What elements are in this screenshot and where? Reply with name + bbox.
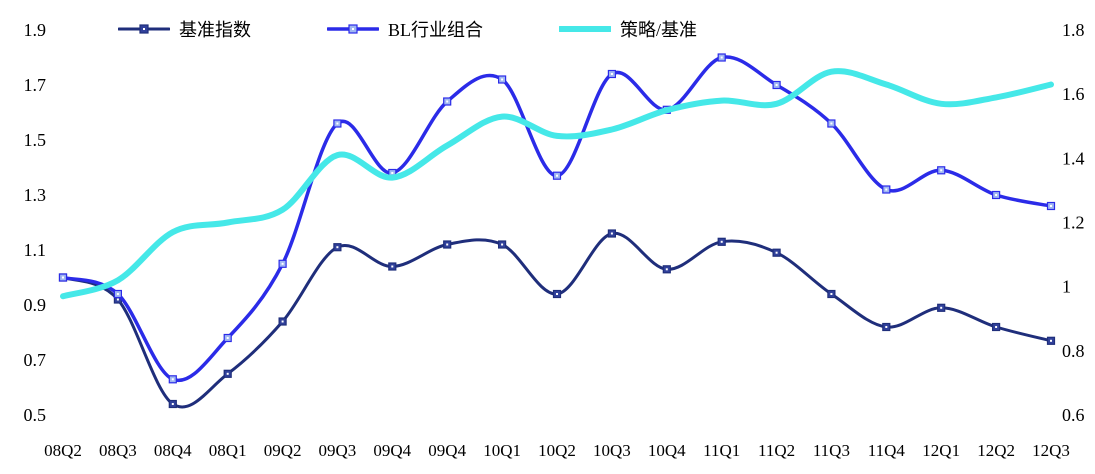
- series-line-0: [61, 231, 1053, 409]
- legend-line-sample-icon: [559, 26, 612, 32]
- legend-item-1: BL行业组合: [327, 16, 483, 42]
- series-marker-dot-0: [171, 403, 174, 405]
- series-marker-dot-0: [995, 326, 998, 328]
- series-marker-dot-1: [281, 262, 284, 265]
- right-axis-tick-label: 1.4: [1062, 148, 1085, 168]
- right-axis-tick-label: 0.8: [1062, 341, 1085, 361]
- series-marker-dot-1: [940, 169, 943, 172]
- series-marker-dot-0: [226, 372, 229, 375]
- legend-label: BL行业组合: [388, 20, 484, 40]
- x-axis-tick-label: 10Q4: [648, 441, 686, 460]
- series-marker-dot-0: [446, 243, 449, 246]
- series-marker-dot-1: [62, 276, 64, 279]
- x-axis-tick-label: 09Q3: [319, 441, 357, 460]
- left-axis-tick-label: 1.5: [24, 130, 47, 150]
- x-axis-tick-label: 12Q1: [922, 441, 960, 460]
- series-marker-dot-1: [171, 378, 174, 381]
- x-axis-tick-label: 11Q3: [813, 441, 850, 460]
- series-marker-dot-1: [1050, 205, 1052, 207]
- x-axis-tick-label: 10Q1: [483, 441, 521, 460]
- x-axis-tick-label: 08Q2: [44, 441, 82, 460]
- left-axis-tick-label: 1.9: [24, 20, 47, 40]
- series-marker-dot-1: [610, 73, 613, 75]
- series-marker-dot-1: [720, 56, 723, 59]
- series-marker-dot-1: [775, 84, 778, 86]
- left-axis-tick-label: 1.3: [24, 185, 47, 205]
- series-marker-dot-1: [336, 122, 339, 125]
- series-line-1: [61, 55, 1053, 383]
- legend-line-sample-icon: [118, 24, 170, 34]
- right-axis-tick-label: 1.6: [1062, 84, 1085, 104]
- x-axis-tick-label: 08Q1: [209, 441, 247, 460]
- chart-legend: 基准指数 BL行业组合 策略/基准: [118, 16, 697, 42]
- left-axis-tick-label: 0.7: [24, 350, 47, 370]
- series-marker-dot-1: [116, 293, 119, 295]
- series-marker-dot-1: [995, 194, 998, 196]
- series-marker-dot-0: [665, 268, 668, 271]
- right-axis-tick-label: 1.8: [1062, 20, 1085, 40]
- left-axis-tick-label: 0.9: [24, 295, 47, 315]
- right-axis-tick-label: 1: [1062, 277, 1071, 297]
- series-marker-dot-1: [391, 172, 394, 174]
- legend-item-0: 基准指数: [118, 16, 251, 42]
- series-marker-dot-1: [556, 174, 558, 177]
- x-axis-tick-label: 11Q4: [868, 441, 906, 460]
- x-axis-tick-label: 12Q3: [1032, 441, 1070, 460]
- x-axis-tick-label: 11Q2: [758, 441, 795, 460]
- series-marker-dot-1: [830, 122, 833, 125]
- series-marker-dot-0: [720, 240, 723, 243]
- legend-label: 策略/基准: [620, 20, 698, 40]
- left-axis-tick-label: 0.5: [24, 405, 47, 425]
- x-axis-tick-label: 09Q2: [264, 441, 302, 460]
- series-marker-dot-0: [830, 293, 833, 295]
- series-marker-dot-0: [391, 265, 394, 268]
- series-marker-dot-0: [775, 251, 778, 254]
- series-marker-dot-0: [885, 326, 888, 328]
- series-marker-dot-1: [446, 100, 449, 103]
- series-marker-dot-0: [116, 298, 119, 301]
- series-marker-dot-0: [610, 232, 613, 235]
- legend-label: 基准指数: [179, 20, 251, 40]
- series-marker-dot-1: [226, 337, 229, 339]
- series-line-2: [60, 68, 1054, 300]
- x-axis-tick-label: 10Q2: [538, 441, 576, 460]
- x-axis-tick-label: 09Q4: [373, 441, 411, 460]
- x-axis-tick-label: 12Q2: [977, 441, 1015, 460]
- series-marker-dot-0: [940, 306, 943, 309]
- right-axis-tick-label: 0.6: [1062, 405, 1085, 425]
- series-marker-dot-1: [885, 188, 888, 191]
- x-axis-tick-label: 09Q4: [428, 441, 466, 460]
- x-axis-tick-label: 08Q4: [154, 441, 192, 460]
- x-axis-tick-label: 11Q1: [703, 441, 740, 460]
- series-marker-dot-0: [281, 320, 284, 323]
- legend-line-sample-icon: [327, 24, 379, 34]
- series-marker-dot-0: [1050, 339, 1052, 342]
- x-axis-tick-label: 08Q3: [99, 441, 137, 460]
- legend-item-2: 策略/基准: [559, 16, 697, 42]
- series-marker-dot-1: [501, 78, 504, 81]
- left-axis-tick-label: 1.1: [24, 240, 47, 260]
- left-axis-tick-label: 1.7: [24, 75, 47, 95]
- series-marker-dot-0: [501, 243, 504, 246]
- x-axis-tick-label: 10Q3: [593, 441, 631, 460]
- series-marker-dot-0: [556, 293, 558, 295]
- right-axis-tick-label: 1.2: [1062, 213, 1085, 233]
- series-marker-dot-0: [336, 246, 339, 249]
